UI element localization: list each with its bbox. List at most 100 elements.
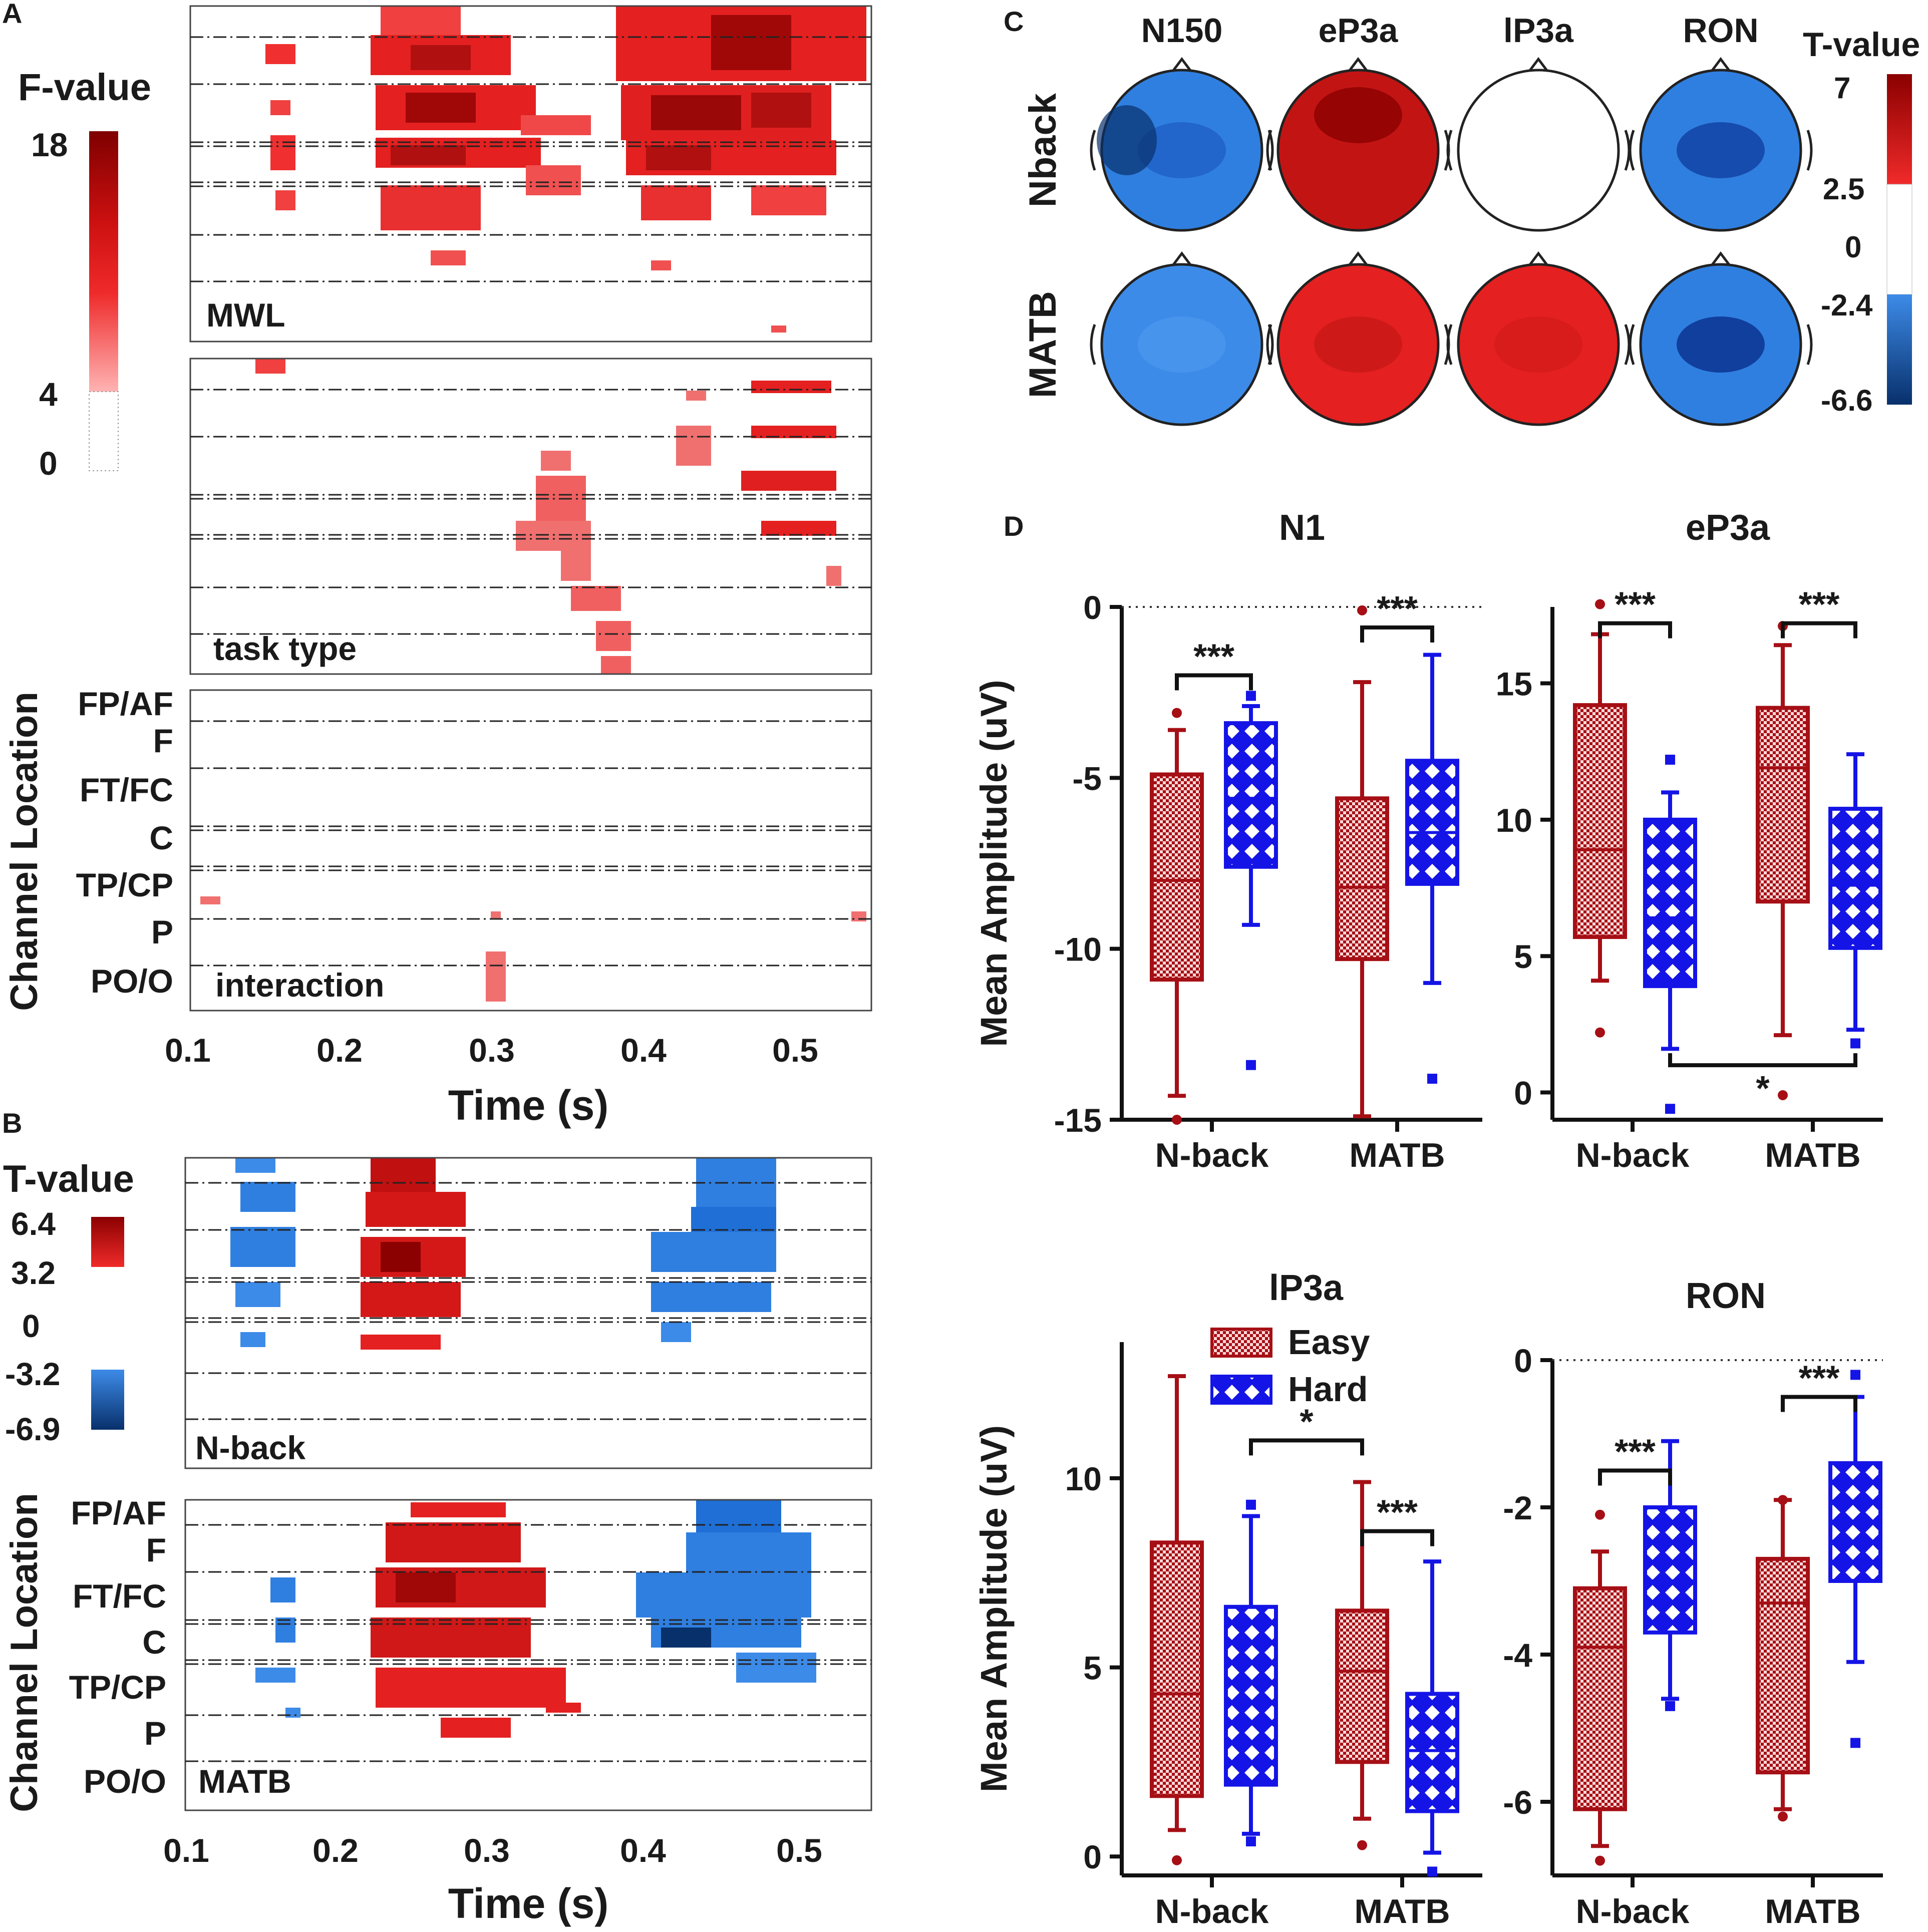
- panel-b-colorbar-title: T-value: [3, 1158, 134, 1200]
- box-iqr: [1405, 1692, 1459, 1813]
- t-colorbar-blue: [91, 1370, 124, 1430]
- topo-nose: [1172, 57, 1192, 72]
- heat-blob: [761, 521, 836, 536]
- bracket-line: [1598, 621, 1672, 638]
- heat-blob: [596, 621, 631, 651]
- heat-blob: [275, 190, 295, 210]
- y-tick-label: -15: [1054, 1102, 1102, 1139]
- outlier-point: [1427, 1074, 1437, 1084]
- channel-label: TP/CP: [76, 866, 173, 903]
- y-tick-label: 15: [1496, 666, 1532, 703]
- panel-b-gridlines: [185, 1182, 871, 1762]
- topo-nose: [1711, 251, 1731, 266]
- heat-blob: [230, 1227, 295, 1267]
- heat-blob: [431, 250, 466, 265]
- c-colorbar-tick: -6.6: [1821, 384, 1872, 417]
- c-colorbar-white: [1886, 184, 1912, 295]
- c-colorbar-tick: 0: [1845, 230, 1861, 264]
- chart-title: N1: [1279, 508, 1325, 548]
- channel-label: C: [142, 1624, 166, 1661]
- box-iqr: [1150, 1540, 1204, 1798]
- significance-bracket: *: [1668, 1053, 1857, 1108]
- y-tick-label: -2: [1503, 1489, 1532, 1526]
- outlier-point: [1850, 1038, 1860, 1049]
- panel-a-channel-labels: FP/AF F FT/FC C TP/CP P PO/O: [76, 685, 173, 1000]
- box-hard: [1405, 1559, 1459, 1877]
- bracket-line: [1360, 1529, 1434, 1546]
- heat-blob: [235, 1282, 280, 1307]
- panel-b-label: B: [2, 1107, 22, 1139]
- significance-bracket: *: [1249, 1402, 1364, 1456]
- bracket-line: [1249, 1438, 1364, 1456]
- topo-map: [1090, 251, 1274, 426]
- c-colorbar-red: [1887, 74, 1912, 184]
- panel-b-frames: [184, 1157, 872, 1811]
- x-tick-label: 0.5: [776, 1832, 822, 1869]
- x-tick-label: 0.2: [312, 1832, 359, 1869]
- x-tick-label: 0.4: [620, 1832, 666, 1869]
- box-iqr: [1756, 706, 1810, 904]
- heat-blob: [361, 1282, 461, 1317]
- topo-ear: [1629, 130, 1813, 171]
- heat-blob: [516, 521, 591, 551]
- x-tick-label: 0.4: [620, 1032, 667, 1069]
- box-hard: [1643, 755, 1697, 1114]
- panel-b-ylabel: Channel Location: [3, 1493, 46, 1812]
- heat-blob: [235, 1158, 275, 1173]
- c-colorbar-tick: 2.5: [1823, 172, 1864, 206]
- outlier-point: [1850, 1370, 1860, 1380]
- outlier-point: [1172, 1855, 1182, 1865]
- heat-blob: [411, 1502, 506, 1517]
- c-colorbar-tick: -2.4: [1821, 288, 1873, 322]
- topo-nose: [1711, 57, 1731, 72]
- significance-bracket: ***: [1598, 585, 1672, 638]
- heat-blob: [240, 1332, 265, 1347]
- heat-blob: [651, 1232, 776, 1272]
- topo-maps: [1090, 57, 1813, 426]
- heat-blob: [255, 359, 285, 374]
- significance-label: ***: [1615, 585, 1656, 624]
- heat-blob: [270, 100, 290, 115]
- heatmap-matb: [255, 1500, 816, 1738]
- significance-label: ***: [1377, 589, 1418, 628]
- topo-map: [1266, 251, 1450, 426]
- outlier-point: [1246, 1499, 1256, 1510]
- heat-blob: [486, 951, 506, 1002]
- f-colorbar-tick: 18: [31, 126, 68, 163]
- outlier-point: [1427, 1866, 1437, 1877]
- bracket-line: [1781, 1395, 1857, 1412]
- boxplot-chart: RON 0 -2 -4 -6 N-back MATB *** ***: [1503, 1276, 1883, 1930]
- outlier-point: [1246, 1836, 1256, 1847]
- heat-blob: [651, 95, 741, 130]
- box-easy: [1335, 1480, 1389, 1850]
- panel-a: A F-value 18 4 0: [2, 0, 872, 1129]
- outlier-point: [1778, 1090, 1788, 1100]
- heat-blob: [270, 135, 295, 170]
- outlier-point: [1172, 708, 1182, 718]
- topo-column-titles: N150 eP3a lP3a RON: [1141, 12, 1759, 50]
- y-tick-label: 0: [1083, 589, 1102, 626]
- bracket-line: [1598, 1468, 1672, 1486]
- panel-b-sub-label: MATB: [198, 1763, 291, 1800]
- box-hard: [1643, 1439, 1697, 1711]
- heat-blob: [366, 1192, 466, 1227]
- box-easy: [1150, 708, 1204, 1125]
- heat-blob: [641, 185, 711, 220]
- heat-blob: [526, 165, 581, 195]
- frame-interaction: [189, 689, 872, 1012]
- panel-b-xticks: 0.1 0.2 0.3 0.4 0.5: [163, 1832, 822, 1869]
- topo-column-title: eP3a: [1319, 12, 1399, 50]
- box-iqr: [1150, 772, 1204, 982]
- y-tick-label: 0: [1514, 1075, 1532, 1112]
- heat-blob: [361, 1335, 441, 1350]
- topo-nose: [1348, 57, 1368, 72]
- heat-blob: [751, 381, 831, 393]
- topo-column-title: N150: [1141, 12, 1223, 50]
- channel-label: F: [153, 722, 173, 759]
- heat-blob: [491, 911, 501, 919]
- c-colorbar-tick: 7: [1834, 71, 1850, 105]
- box-easy: [1150, 1374, 1204, 1865]
- significance-label: *: [1756, 1069, 1770, 1108]
- topo-nose: [1348, 251, 1368, 266]
